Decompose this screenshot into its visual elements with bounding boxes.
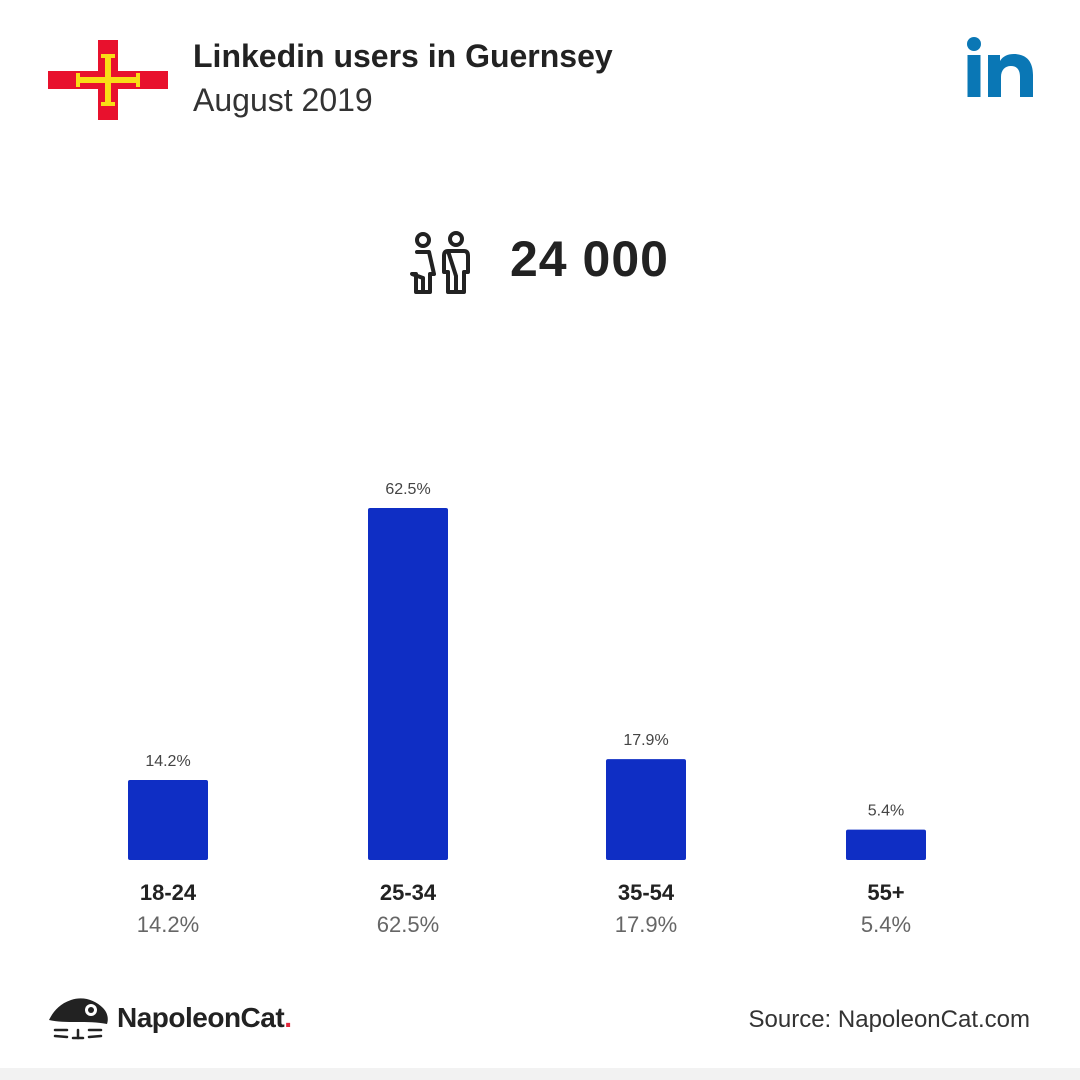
- linkedin-icon: [967, 37, 1033, 97]
- page-title: Linkedin users in Guernsey: [193, 38, 613, 74]
- users-total: 24 000: [510, 231, 669, 287]
- bar-value-label: 17.9%: [623, 732, 668, 749]
- bar-value-label: 14.2%: [145, 753, 190, 770]
- category-percent-label: 14.2%: [137, 912, 199, 937]
- bar-value-label: 62.5%: [385, 481, 430, 498]
- category-label: 18-24: [140, 880, 197, 905]
- page-subtitle: August 2019: [193, 82, 373, 118]
- category-percent-label: 62.5%: [377, 912, 439, 937]
- category-label: 55+: [867, 880, 904, 905]
- napoleoncat-icon: [49, 998, 108, 1040]
- bottom-strip: [0, 1068, 1080, 1080]
- category-percent-label: 17.9%: [615, 912, 677, 937]
- category-percent-label: 5.4%: [861, 912, 911, 937]
- brand-name: NapoleonCat.: [117, 1002, 292, 1033]
- brand-dot: .: [284, 1002, 292, 1033]
- bar-18-24: [128, 780, 208, 860]
- bar-25-34: [368, 508, 448, 860]
- guernsey-flag-icon: [48, 40, 168, 120]
- category-label: 35-54: [618, 880, 675, 905]
- users-icon: [410, 231, 470, 294]
- category-label: 25-34: [380, 880, 437, 905]
- bar-35-54: [606, 759, 686, 860]
- source-link[interactable]: Source: NapoleonCat.com: [748, 1006, 1030, 1033]
- bar-value-label: 5.4%: [868, 803, 904, 820]
- bar-55+: [846, 829, 926, 860]
